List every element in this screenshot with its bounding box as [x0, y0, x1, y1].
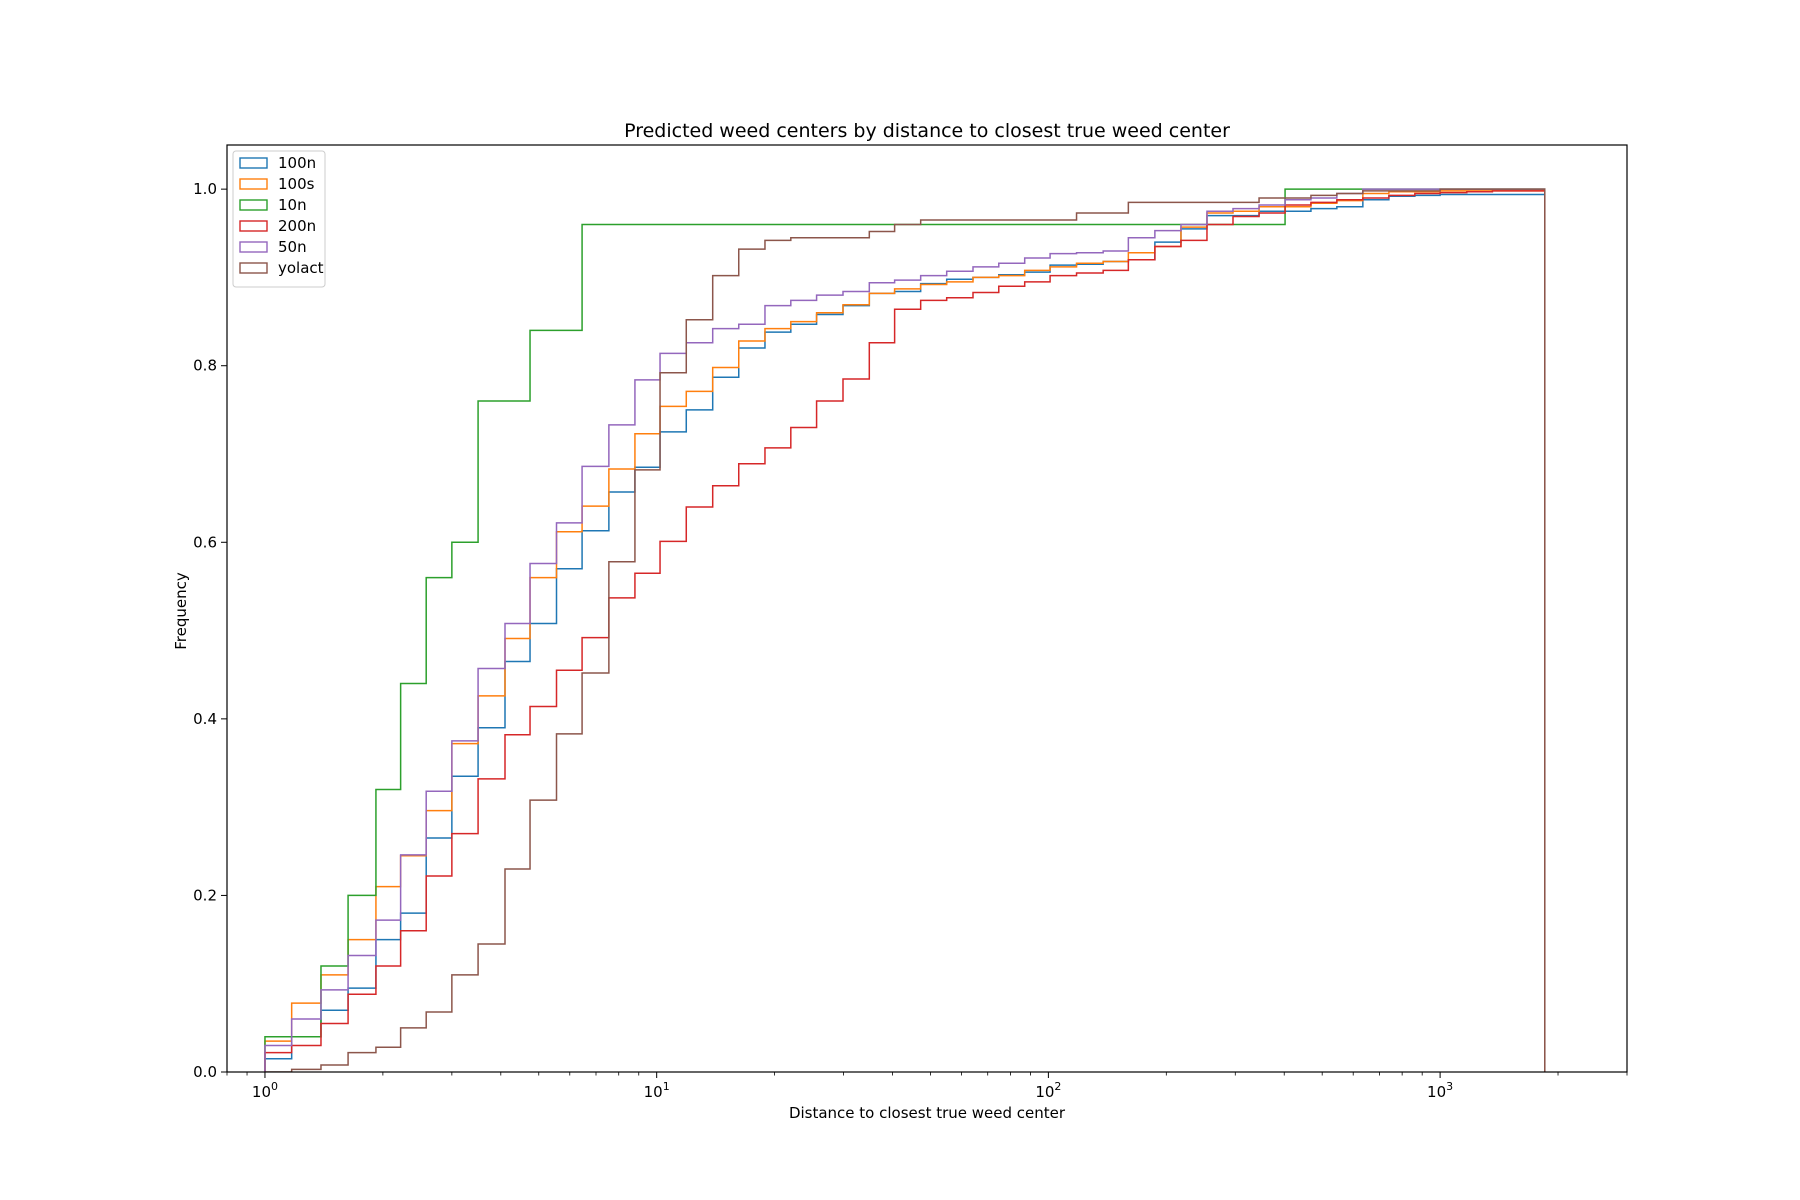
x-axis: 100 101 102 103 — [226, 1072, 1628, 1101]
y-tick-label: 0.4 — [193, 710, 217, 728]
x-axis-label: Distance to closest true weed center — [789, 1104, 1066, 1122]
legend: 100n 100s 10n 200n 50n yolact — [232, 150, 326, 288]
x-tick-label: 103 — [1427, 1080, 1453, 1101]
y-tick-label: 1.0 — [193, 180, 217, 198]
y-tick-label: 0.6 — [193, 533, 217, 551]
legend-label-200n: 200n — [278, 217, 316, 235]
series-layer — [264, 188, 1546, 1072]
y-axis-label: Frequency — [172, 572, 190, 650]
legend-label-10n: 10n — [278, 196, 307, 214]
series-100n — [264, 193, 1546, 1072]
plot-frame — [226, 144, 1628, 1073]
series-yolact — [264, 188, 1546, 1072]
y-tick-label: 0.0 — [193, 1063, 217, 1081]
y-axis: 0.0 0.2 0.4 0.6 0.8 1.0 — [193, 180, 227, 1081]
y-tick-label: 0.2 — [193, 886, 217, 904]
legend-box — [232, 150, 326, 288]
x-tick-label: 102 — [1035, 1080, 1061, 1101]
y-tick-label: 0.8 — [193, 357, 217, 375]
legend-label-50n: 50n — [278, 238, 307, 256]
legend-label-yolact: yolact — [278, 259, 324, 277]
legend-swatch-200n — [239, 220, 268, 232]
legend-label-100n: 100n — [278, 154, 316, 172]
legend-label-100s: 100s — [278, 175, 315, 193]
legend-swatch-100s — [239, 178, 268, 190]
x-tick-label: 100 — [252, 1080, 278, 1101]
series-50n — [264, 188, 1546, 1072]
x-tick-label: 101 — [644, 1080, 670, 1101]
legend-swatch-50n — [239, 241, 268, 253]
series-200n — [264, 190, 1546, 1072]
legend-swatch-100n — [239, 157, 268, 169]
series-10n — [264, 188, 1546, 1072]
legend-swatch-10n — [239, 199, 268, 211]
legend-swatch-yolact — [239, 262, 268, 274]
series-100s — [264, 190, 1546, 1072]
chart-title: Predicted weed centers by distance to cl… — [624, 120, 1230, 142]
